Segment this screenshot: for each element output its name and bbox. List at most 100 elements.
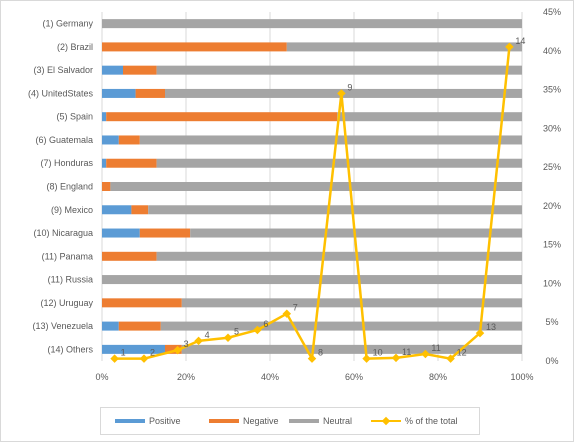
total-point-label: 11	[431, 343, 440, 353]
bar-positive	[102, 158, 107, 168]
total-point-label: 11	[402, 347, 411, 357]
category-label: (1) Germany	[42, 19, 93, 29]
total-point-label: 10	[373, 348, 383, 358]
total-point-label: 6	[263, 319, 268, 329]
bar-positive	[102, 321, 119, 331]
secondary-tick-label: 5%	[545, 317, 558, 327]
total-marker	[505, 42, 514, 52]
total-marker	[173, 345, 182, 355]
legend-label-negative: Negative	[243, 416, 279, 426]
secondary-tick-label: 25%	[543, 162, 561, 172]
category-label: (9) Mexico	[51, 205, 93, 215]
bar-negative	[102, 298, 182, 308]
bar-neutral	[102, 275, 522, 285]
bar-negative	[165, 344, 182, 354]
total-marker	[446, 354, 455, 363]
total-marker	[253, 325, 262, 335]
category-label: (11) Russia	[48, 275, 93, 285]
legend-swatch-total	[371, 416, 401, 426]
total-point-label: 5	[234, 327, 239, 337]
category-label: (5) Spain	[56, 112, 93, 122]
bar-negative	[118, 135, 140, 145]
bar-positive	[102, 135, 119, 145]
category-label: (3) El Salvador	[33, 65, 93, 75]
secondary-tick-label: 20%	[543, 201, 561, 211]
legend-label-positive: Positive	[149, 416, 181, 426]
legend-item-neutral: Neutral	[289, 415, 352, 427]
total-point-label: 13	[486, 322, 496, 332]
bar-neutral	[156, 65, 522, 75]
x-tick-label: 100%	[510, 372, 533, 382]
category-label: (10) Nicaragua	[33, 228, 93, 238]
secondary-tick-label: 40%	[543, 46, 561, 56]
legend-label-neutral: Neutral	[323, 416, 353, 426]
secondary-tick-label: 15%	[543, 240, 561, 250]
legend-item-positive: Positive	[115, 415, 181, 427]
total-point-label: 3	[184, 339, 189, 349]
category-label: (13) Venezuela	[32, 321, 93, 331]
bar-neutral	[160, 321, 523, 331]
total-marker	[307, 354, 317, 363]
total-marker	[139, 354, 149, 363]
bar-negative	[139, 228, 191, 238]
total-point-label: 8	[318, 348, 323, 358]
bar-negative	[106, 112, 338, 122]
total-marker	[475, 328, 485, 338]
x-tick-label: 60%	[345, 372, 363, 382]
bar-neutral	[190, 228, 522, 238]
combo-chart: 0% 20% 40% 60% 80% 100% 0% 5% 10% 15% 20% 25% 30% 35%…	[28, 7, 561, 382]
category-label: (14) Others	[47, 344, 93, 354]
secondary-tick-label: 35%	[543, 85, 561, 95]
total-marker	[194, 336, 203, 346]
x-tick-label: 40%	[261, 372, 279, 382]
bar-neutral	[337, 112, 522, 122]
bar-negative	[102, 182, 111, 191]
x-tick-label: 0%	[95, 372, 108, 382]
total-point-label: 9	[347, 82, 352, 92]
x-tick-label: 80%	[429, 372, 447, 382]
legend-swatch-neutral	[289, 419, 319, 423]
legend: Positive Negative Neutral % of the total	[100, 407, 480, 435]
bar-negative	[118, 321, 161, 331]
total-marker	[110, 354, 119, 363]
total-point-label: 2	[150, 348, 155, 358]
legend-item-negative: Negative	[209, 415, 279, 427]
bar-negative	[131, 205, 149, 215]
total-point-label: 4	[205, 330, 210, 340]
bar-negative	[123, 65, 157, 75]
category-label: (11) Panama	[42, 251, 93, 261]
legend-swatch-positive	[115, 419, 145, 423]
bar-neutral	[286, 42, 522, 52]
bar-positive	[102, 344, 165, 354]
bar-positive	[102, 112, 107, 122]
bar-neutral	[181, 344, 523, 354]
secondary-tick-label: 45%	[543, 7, 561, 17]
legend-label-total: % of the total	[405, 416, 458, 426]
bar-neutral	[156, 251, 522, 261]
bar-neutral	[148, 205, 522, 215]
secondary-tick-label: 30%	[543, 123, 561, 133]
bar-negative	[135, 88, 165, 98]
legend-swatch-negative	[209, 419, 239, 423]
bar-neutral	[181, 298, 523, 308]
bar-positive	[102, 88, 136, 98]
total-point-label: 14	[515, 36, 525, 46]
secondary-tick-label: 10%	[543, 278, 561, 288]
bar-neutral	[156, 158, 522, 168]
total-point-label: 1	[121, 348, 126, 358]
total-point-label: 7	[293, 303, 298, 313]
category-label: (8) England	[46, 182, 93, 192]
bar-positive	[102, 205, 132, 215]
secondary-tick-label: 0%	[545, 356, 558, 366]
total-marker	[421, 349, 430, 359]
total-marker	[362, 354, 371, 363]
bar-positive	[102, 228, 140, 238]
category-label: (2) Brazil	[57, 42, 93, 52]
total-point-label: 12	[457, 348, 467, 358]
category-label: (4) UnitedStates	[28, 88, 94, 98]
bar-negative	[102, 42, 287, 52]
category-label: (6) Guatemala	[35, 135, 93, 145]
bar-negative	[102, 251, 157, 261]
x-tick-label: 20%	[177, 372, 195, 382]
